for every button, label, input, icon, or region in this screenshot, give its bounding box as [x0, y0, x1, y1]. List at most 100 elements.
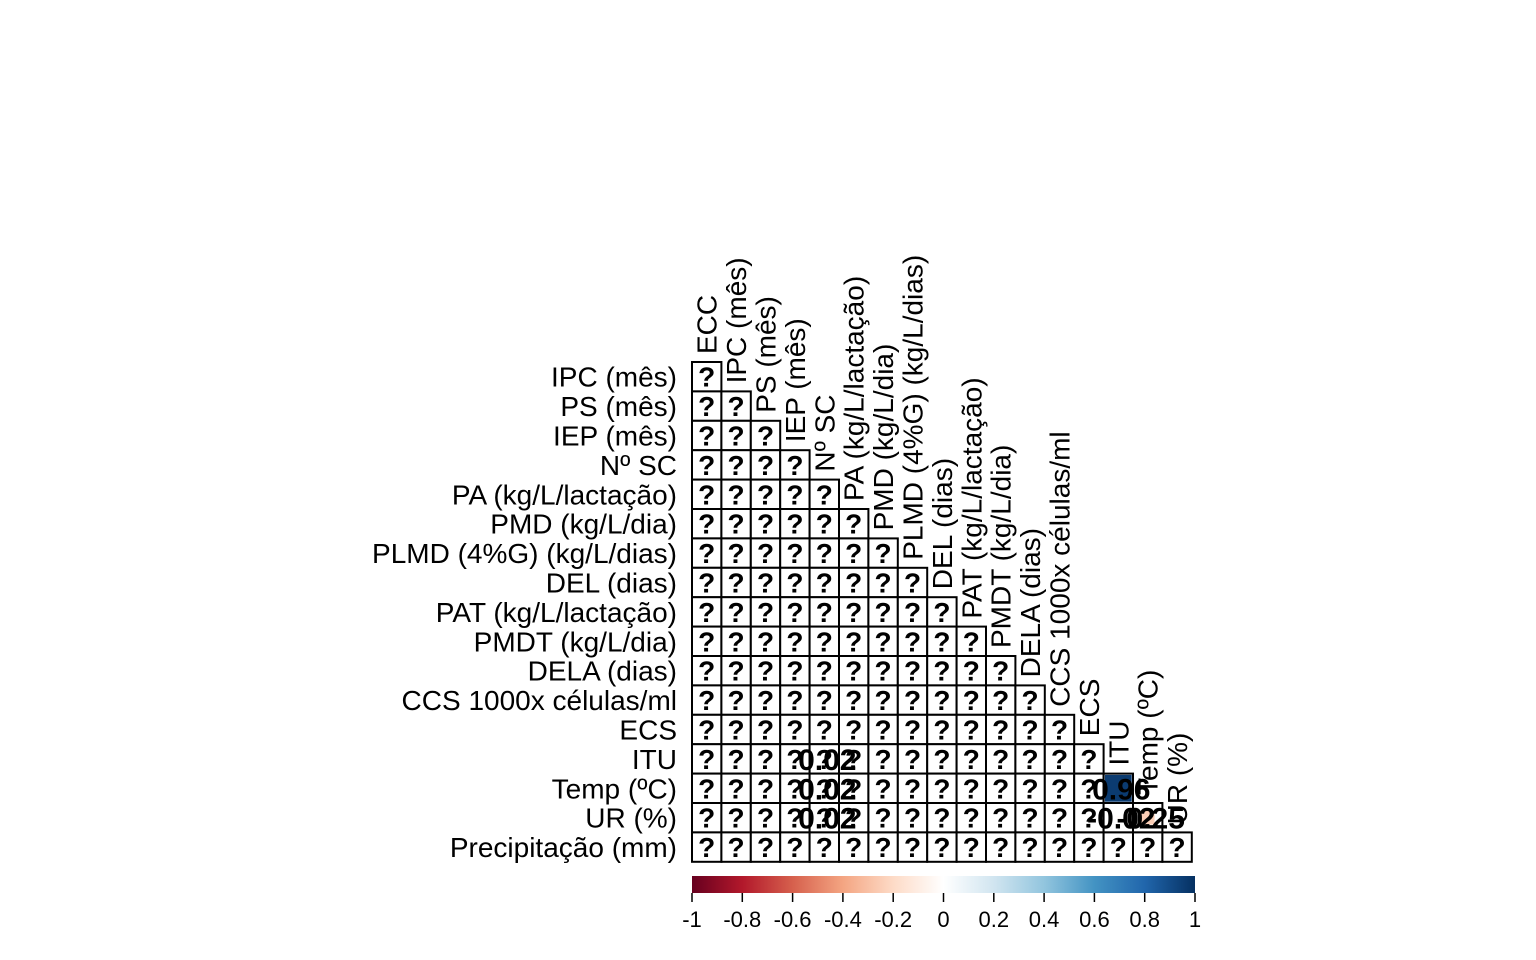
missing-value-marker: ? [728, 421, 745, 452]
cell-frame [779, 713, 811, 746]
missing-value-marker: ? [786, 597, 803, 628]
cell-frame [1014, 802, 1046, 834]
missing-value-marker: ? [875, 626, 892, 657]
missing-value-marker: ? [786, 450, 803, 481]
missing-value-marker: ? [786, 715, 803, 746]
missing-value-marker: ? [992, 832, 1009, 863]
missing-value-marker: ? [933, 685, 950, 716]
missing-value-marker: ? [845, 773, 862, 804]
missing-value-marker: ? [904, 803, 921, 834]
missing-value-marker: ? [698, 479, 715, 510]
missing-value-marker: ? [845, 597, 862, 628]
missing-value-marker: ? [698, 509, 715, 540]
missing-value-marker: ? [786, 626, 803, 657]
column-label: PMDT (kg/L/dia) [986, 445, 1017, 648]
missing-value-marker: ? [904, 685, 921, 716]
row-label: ECS [619, 715, 677, 746]
cell-frame [1043, 831, 1076, 863]
row-label: PMDT (kg/L/dia) [474, 626, 677, 657]
missing-value-marker: ? [1080, 832, 1097, 863]
cell-frame [808, 537, 840, 569]
cell-frame [1161, 831, 1193, 863]
missing-value-marker: ? [698, 626, 715, 657]
cell-frame [955, 625, 987, 657]
colorbar-tick-label: -0.6 [774, 907, 812, 932]
missing-value-marker: ? [816, 656, 833, 687]
missing-value-marker: ? [963, 803, 980, 834]
missing-value-marker: ? [845, 803, 862, 834]
missing-value-marker: ? [1022, 773, 1039, 804]
missing-value-marker: ? [757, 421, 774, 452]
missing-value-marker: ? [904, 715, 921, 746]
missing-value-marker: ? [757, 744, 774, 775]
colorbar-tick-label: 0.8 [1129, 907, 1160, 932]
cell-frame [808, 508, 840, 540]
missing-value-marker: ? [933, 803, 950, 834]
missing-value-marker: ? [728, 479, 745, 510]
missing-value-marker: ? [992, 744, 1009, 775]
cell-frame [779, 831, 811, 863]
missing-value-marker: ? [757, 832, 774, 863]
row-label: IEP (mês) [553, 421, 677, 452]
missing-value-marker: ? [786, 509, 803, 540]
heatmap-cells: ????????????????????????????????????????… [691, 361, 1193, 863]
missing-value-marker: ? [845, 509, 862, 540]
column-label: ITU [1103, 720, 1134, 765]
cell-frame [896, 831, 929, 863]
missing-value-marker: ? [933, 597, 950, 628]
missing-value-marker: ? [904, 832, 921, 863]
cell-frame [691, 831, 723, 863]
missing-value-marker: ? [904, 656, 921, 687]
missing-value-marker: ? [786, 656, 803, 687]
column-label: DEL (dias) [927, 458, 958, 589]
cell-frame [838, 802, 870, 834]
missing-value-marker: ? [728, 832, 745, 863]
missing-value-marker: ? [933, 626, 950, 657]
missing-value-marker: ? [933, 715, 950, 746]
cell-frame [985, 655, 1017, 687]
cell-frame [720, 596, 752, 628]
column-label: CCS 1000x células/ml [1045, 431, 1076, 706]
missing-value-marker: ? [963, 685, 980, 716]
cell-frame [720, 684, 752, 716]
cell-frame [1014, 684, 1046, 716]
cell-frame [985, 713, 1017, 746]
missing-value-marker: ? [1022, 832, 1039, 863]
missing-value-marker: ? [904, 568, 921, 599]
colorbar-tick-label: -0.2 [874, 907, 912, 932]
missing-value-marker: ? [786, 803, 803, 834]
missing-value-marker: ? [1051, 832, 1068, 863]
missing-value-marker: ? [757, 803, 774, 834]
cell-frame [838, 713, 870, 746]
missing-value-marker: ? [698, 656, 715, 687]
missing-value-marker: ? [757, 479, 774, 510]
missing-value-marker: ? [698, 568, 715, 599]
missing-value-marker: ? [698, 832, 715, 863]
missing-value-marker: ? [757, 597, 774, 628]
missing-value-marker: ? [992, 656, 1009, 687]
missing-value-marker: ? [757, 568, 774, 599]
missing-value-marker: ? [698, 715, 715, 746]
cell-frame [838, 831, 870, 863]
row-label: PAT (kg/L/lactação) [436, 597, 677, 628]
cell-frame [867, 537, 899, 569]
cell-frame [720, 537, 752, 569]
cell-frame [779, 655, 811, 687]
cell-frame [749, 596, 782, 628]
colorbar-tick-label: -0.8 [723, 907, 761, 932]
missing-value-marker: ? [728, 656, 745, 687]
missing-value-marker: ? [786, 832, 803, 863]
missing-value-marker: ? [992, 773, 1009, 804]
row-label: UR (%) [585, 803, 677, 834]
colorbar-tick-label: 0 [937, 907, 949, 932]
missing-value-marker: ? [698, 421, 715, 452]
cell-frame [779, 537, 811, 569]
row-label: Temp (ºC) [552, 773, 677, 804]
row-label: DELA (dias) [528, 656, 677, 687]
coefficient-label: 0.02 [798, 744, 856, 777]
column-label: IEP (mês) [780, 318, 811, 442]
missing-value-marker: ? [757, 656, 774, 687]
missing-value-marker: ? [816, 626, 833, 657]
